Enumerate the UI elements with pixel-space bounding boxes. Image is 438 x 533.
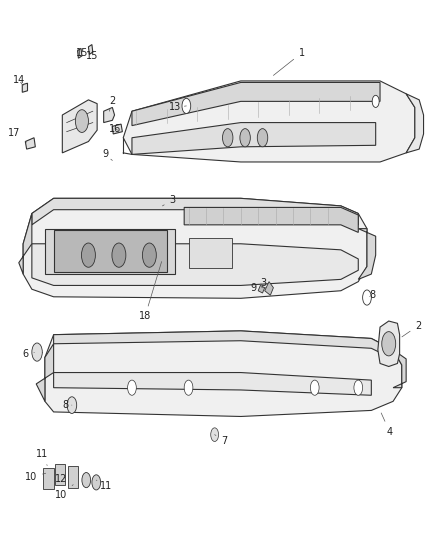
Circle shape bbox=[382, 332, 396, 356]
Text: 2: 2 bbox=[402, 320, 421, 337]
Circle shape bbox=[184, 380, 193, 395]
Polygon shape bbox=[19, 214, 32, 274]
Text: 16: 16 bbox=[110, 124, 121, 134]
Polygon shape bbox=[393, 350, 406, 387]
Text: 10: 10 bbox=[55, 484, 73, 500]
Text: 8: 8 bbox=[369, 290, 375, 300]
Text: 2: 2 bbox=[109, 96, 116, 111]
Text: 11: 11 bbox=[96, 480, 112, 491]
Polygon shape bbox=[123, 81, 415, 162]
Text: 15: 15 bbox=[86, 51, 98, 61]
Polygon shape bbox=[78, 49, 82, 58]
Text: 8: 8 bbox=[63, 400, 72, 410]
Text: 12: 12 bbox=[55, 474, 67, 483]
Circle shape bbox=[112, 243, 126, 267]
Text: 13: 13 bbox=[170, 102, 186, 112]
Circle shape bbox=[257, 128, 268, 147]
Polygon shape bbox=[132, 83, 380, 126]
Circle shape bbox=[223, 128, 233, 147]
Circle shape bbox=[127, 380, 136, 395]
Bar bbox=[43, 468, 53, 489]
Polygon shape bbox=[32, 244, 358, 286]
Text: 9: 9 bbox=[102, 149, 113, 160]
Circle shape bbox=[363, 290, 371, 305]
Polygon shape bbox=[378, 321, 399, 367]
Polygon shape bbox=[88, 45, 93, 54]
Circle shape bbox=[182, 99, 191, 114]
Polygon shape bbox=[62, 100, 97, 153]
Text: 3: 3 bbox=[261, 278, 267, 288]
Polygon shape bbox=[184, 207, 358, 232]
Circle shape bbox=[81, 243, 95, 267]
Text: 10: 10 bbox=[25, 472, 46, 482]
Text: 4: 4 bbox=[381, 413, 393, 437]
Circle shape bbox=[67, 397, 77, 414]
Polygon shape bbox=[113, 124, 122, 134]
Polygon shape bbox=[265, 281, 273, 295]
Circle shape bbox=[32, 343, 42, 361]
Text: 11: 11 bbox=[36, 449, 48, 465]
Text: 3: 3 bbox=[162, 195, 176, 206]
Polygon shape bbox=[104, 108, 115, 123]
Circle shape bbox=[92, 475, 101, 490]
Bar bbox=[55, 464, 65, 486]
Text: 1: 1 bbox=[273, 48, 305, 75]
Polygon shape bbox=[406, 94, 424, 153]
Bar bbox=[68, 466, 78, 488]
Circle shape bbox=[82, 473, 91, 488]
Polygon shape bbox=[22, 83, 28, 92]
Polygon shape bbox=[258, 286, 265, 293]
Text: 15: 15 bbox=[76, 48, 88, 58]
Text: 14: 14 bbox=[13, 75, 25, 86]
Polygon shape bbox=[45, 229, 176, 274]
Polygon shape bbox=[36, 344, 53, 401]
Circle shape bbox=[75, 110, 88, 132]
Text: 9: 9 bbox=[250, 282, 266, 293]
Polygon shape bbox=[45, 331, 402, 416]
Circle shape bbox=[311, 380, 319, 395]
Circle shape bbox=[240, 128, 251, 147]
Text: 7: 7 bbox=[215, 434, 227, 446]
Polygon shape bbox=[132, 123, 376, 155]
Polygon shape bbox=[53, 230, 167, 272]
Text: 17: 17 bbox=[8, 128, 27, 142]
Text: 6: 6 bbox=[22, 349, 34, 359]
Text: 18: 18 bbox=[139, 262, 162, 321]
Polygon shape bbox=[53, 373, 371, 395]
Polygon shape bbox=[23, 198, 367, 298]
Circle shape bbox=[211, 428, 219, 441]
Polygon shape bbox=[32, 198, 358, 225]
Circle shape bbox=[354, 380, 363, 395]
FancyBboxPatch shape bbox=[188, 238, 232, 268]
Polygon shape bbox=[53, 331, 393, 359]
Polygon shape bbox=[25, 138, 35, 149]
Circle shape bbox=[372, 95, 379, 108]
Circle shape bbox=[142, 243, 156, 267]
Polygon shape bbox=[358, 229, 376, 279]
